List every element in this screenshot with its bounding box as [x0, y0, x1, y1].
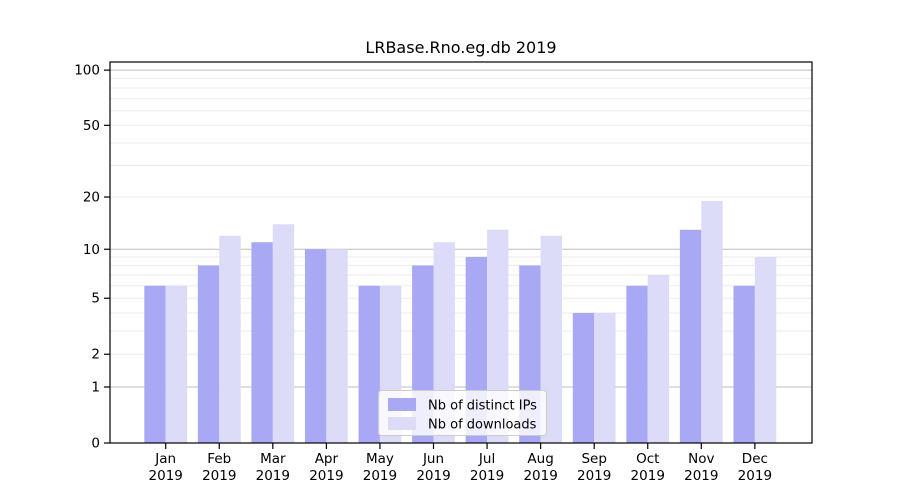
y-tick-label: 0	[91, 436, 100, 452]
legend-swatch-downloads	[388, 417, 416, 430]
y-tick-label: 1	[91, 379, 100, 395]
x-tick-label-year: 2019	[523, 468, 557, 484]
legend-swatch-distinct-ips	[388, 398, 416, 411]
bar-downloads-nov	[701, 200, 723, 443]
x-tick-label-month: Oct	[636, 451, 659, 467]
y-tick-label: 2	[91, 347, 100, 363]
legend: Nb of distinct IPs Nb of downloads	[378, 390, 547, 436]
x-tick-label-year: 2019	[309, 468, 343, 484]
x-tick-label-year: 2019	[577, 468, 611, 484]
bar-downloads-dec	[754, 256, 777, 443]
plot-border	[109, 61, 813, 444]
x-tick-label-year: 2019	[202, 468, 236, 484]
y-axis-labels: 0 1 2 5 10 20 50 100	[74, 63, 100, 452]
legend-box	[378, 390, 547, 436]
x-tick-label-year: 2019	[363, 468, 397, 484]
x-tick-label-year: 2019	[416, 468, 450, 484]
x-tick-label-year: 2019	[738, 468, 772, 484]
bar-downloads-feb	[219, 235, 241, 443]
x-tick-label-month: Feb	[207, 451, 231, 467]
x-axis-labels: Jan2019Feb2019Mar2019Apr2019May2019Jun20…	[149, 451, 773, 484]
x-tick-label-month: May	[366, 451, 394, 467]
x-tick-label-year: 2019	[631, 468, 665, 484]
axes-group	[109, 61, 813, 444]
bar-distinct-ips-jan	[144, 285, 166, 443]
bar-downloads-mar	[272, 224, 295, 443]
bar-distinct-ips-feb	[197, 265, 220, 443]
x-tick-label-month: Nov	[688, 451, 714, 467]
x-tick-label-year: 2019	[256, 468, 290, 484]
x-tick-label-month: Dec	[742, 451, 768, 467]
x-tick-label-year: 2019	[684, 468, 718, 484]
x-tick-label-year: 2019	[149, 468, 183, 484]
bar-downloads-oct	[647, 274, 670, 443]
bar-downloads-sep	[594, 312, 616, 443]
bar-downloads-jul	[487, 229, 509, 443]
ticks-group	[104, 69, 756, 449]
bar-downloads-apr	[326, 249, 348, 443]
y-tick-label: 5	[91, 291, 100, 307]
x-tick-label-year: 2019	[470, 468, 504, 484]
y-tick-label: 20	[83, 190, 100, 206]
bar-downloads-jan	[165, 285, 188, 443]
y-tick-label: 50	[83, 118, 100, 134]
bar-distinct-ips-sep	[572, 312, 595, 443]
x-tick-label-month: Apr	[315, 451, 339, 467]
x-tick-label-month: Mar	[260, 451, 286, 467]
bar-distinct-ips-nov	[679, 229, 702, 443]
legend-label-downloads: Nb of downloads	[428, 418, 537, 433]
y-tick-label: 10	[83, 242, 100, 258]
bar-distinct-ips-oct	[626, 285, 648, 443]
x-tick-label-month: Aug	[527, 451, 553, 467]
chart-title: LRBase.Rno.eg.db 2019	[365, 38, 556, 57]
legend-label-distinct-ips: Nb of distinct IPs	[428, 399, 537, 414]
x-tick-label-month: Jul	[478, 451, 495, 467]
bar-distinct-ips-apr	[304, 249, 327, 443]
x-tick-label-month: Jun	[422, 451, 444, 467]
x-tick-label-month: Jan	[154, 451, 176, 467]
bar-distinct-ips-dec	[733, 285, 755, 443]
x-tick-label-month: Sep	[581, 451, 606, 467]
bar-distinct-ips-mar	[251, 242, 273, 443]
y-tick-label: 100	[74, 63, 100, 79]
bar-distinct-ips-may	[358, 285, 380, 443]
